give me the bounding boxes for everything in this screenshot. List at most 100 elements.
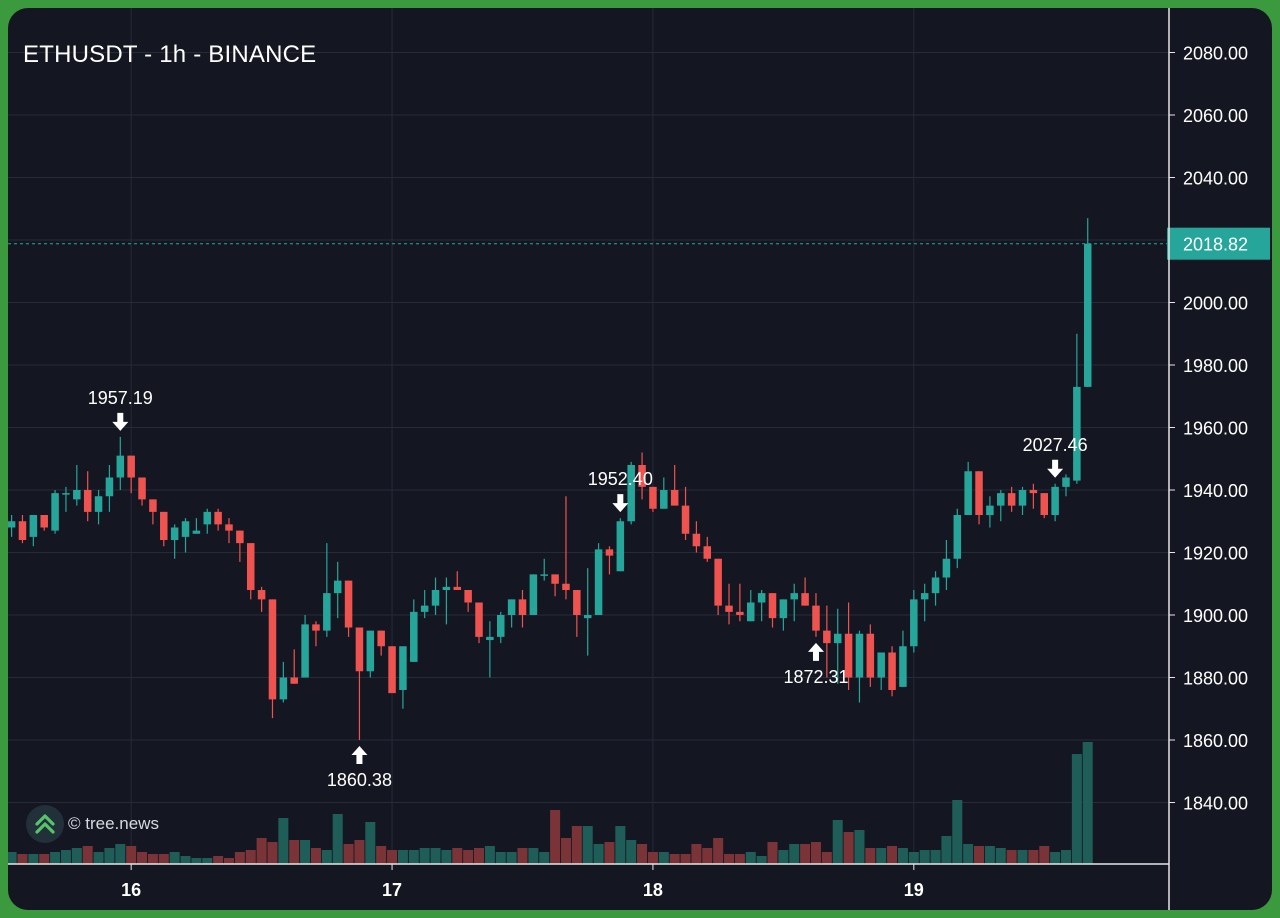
last-price-line: 2018.82 [8,227,1270,260]
volume-bar [39,854,50,864]
volume-bar [919,850,930,864]
volume-bar [202,858,213,864]
high-low-annotations: 1957.19 1860.38 1952.40 1872.31 2027.46 [88,388,1088,790]
volume-bar [191,858,202,864]
candle-body [73,490,81,500]
candle-body [203,511,212,525]
candle-body [442,586,451,590]
candle-body [964,471,972,515]
candle-body [942,558,951,578]
candle-body [844,633,853,678]
volume-bar [224,858,234,864]
candle-body [94,496,103,512]
volume-bar [669,854,680,864]
candle-body [986,505,994,515]
y-tick-label: 2060.00 [1183,106,1248,126]
volume-bar [897,848,908,864]
y-tick-label: 1880.00 [1183,669,1248,689]
y-tick-label: 1840.00 [1183,794,1248,814]
candle-body [29,515,38,537]
volume-bar [952,800,963,864]
watermark-text: © tree.news [68,814,159,833]
candle-body [1051,486,1059,515]
candlestick-chart[interactable]: 1957.19 1860.38 1952.40 1872.31 2027.46 2018… [8,8,1272,910]
volume-bar [539,852,550,864]
volume-bar [474,848,485,864]
candle-body [594,549,603,615]
volume-bar [17,854,28,864]
annotation-label: 1872.31 [783,667,848,687]
grid-lines [8,8,1168,864]
volume-bar [984,846,995,864]
candle-body [507,599,516,615]
volume-bar [908,852,919,864]
candle-body [410,611,418,662]
candle-body [692,533,701,547]
y-tick-label: 2040.00 [1183,169,1248,189]
candle-body [257,590,266,600]
candle-body [8,521,16,528]
volume-bar [60,850,71,864]
volume-bar [397,850,408,864]
volume-bar [528,848,539,864]
y-tick-label: 1980.00 [1183,356,1248,376]
volume-bar [376,846,387,864]
volume-bar [832,820,843,864]
candle-body [225,524,233,531]
y-tick-label: 1900.00 [1183,606,1248,626]
candle-body [323,593,331,631]
volume-bar [789,844,800,864]
volume-bar [854,830,865,864]
volume-bar [506,852,517,864]
volume-bar [680,854,691,864]
volume-bars [8,742,1093,864]
volume-bar [430,848,441,864]
candle-body [18,521,27,540]
candle-body [333,580,342,594]
volume-bar [745,852,756,864]
volume-bar [604,842,615,864]
candle-body [551,574,559,584]
candle-body [649,486,657,509]
volume-bar [1006,850,1017,864]
volume-bar [332,814,343,864]
candle-body [1040,493,1048,515]
candle-body [920,593,929,600]
volume-bar [560,838,571,864]
volume-bar [180,856,191,864]
volume-bar [800,844,811,864]
candle-body [1018,490,1027,506]
y-tick-label: 1940.00 [1183,481,1248,501]
volume-bar [1050,852,1061,864]
candle-body [486,636,494,640]
volume-bar [256,838,267,864]
candle-body [1062,477,1070,487]
volume-bar [387,850,398,864]
candle-body [116,455,125,478]
candle-body [344,580,353,628]
x-tick-label: 16 [121,880,141,900]
volume-bar [1082,742,1093,864]
candle-body [997,493,1005,506]
candle-body [627,465,635,522]
candle-body [605,549,614,556]
candle-body [268,599,277,700]
volume-bar [1060,850,1071,864]
candle-body [855,633,864,678]
candle-body [540,574,548,576]
volume-bar [550,810,561,864]
volume-bar [995,848,1006,864]
volume-bar [647,852,658,864]
volume-bar [495,852,506,864]
volume-bar [278,818,289,864]
candles [8,218,1092,740]
candle-body [83,490,92,512]
candle-body [660,490,668,509]
candle-body [681,505,690,534]
arrow-down-icon [112,412,129,431]
volume-bar [463,850,474,864]
arrow-down-icon [612,494,629,513]
candle-body [192,530,201,534]
volume-bar [408,850,419,864]
volume-bar [582,826,593,864]
